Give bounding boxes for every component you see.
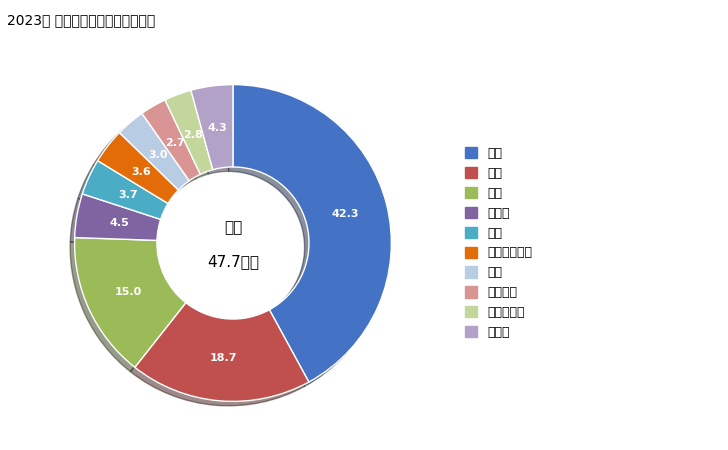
Wedge shape [98,133,178,203]
Text: 47.7億円: 47.7億円 [207,255,259,270]
Text: 4.3: 4.3 [207,123,227,133]
Text: 3.0: 3.0 [149,150,167,160]
Wedge shape [165,90,213,174]
Text: 3.6: 3.6 [132,167,151,177]
Text: 2.8: 2.8 [183,130,202,140]
Text: 総額: 総額 [223,220,242,234]
Wedge shape [233,85,392,382]
Text: 4.5: 4.5 [109,218,129,228]
Wedge shape [135,303,309,401]
Text: 15.0: 15.0 [114,287,142,297]
Text: 18.7: 18.7 [210,353,237,363]
Legend: 中国, 米国, 韓国, ドイツ, 台湾, インドネシア, タイ, フランス, ルーマニア, その他: 中国, 米国, 韓国, ドイツ, 台湾, インドネシア, タイ, フランス, ル… [465,147,532,339]
Text: 42.3: 42.3 [331,209,359,220]
Wedge shape [191,85,233,170]
Wedge shape [75,194,161,240]
Wedge shape [142,100,200,181]
Wedge shape [119,113,189,190]
Text: 2023年 輸入相手国のシェア（％）: 2023年 輸入相手国のシェア（％） [7,14,156,27]
Text: 3.7: 3.7 [118,190,138,200]
Wedge shape [82,161,168,220]
Wedge shape [74,238,186,367]
Text: 2.7: 2.7 [165,138,185,148]
